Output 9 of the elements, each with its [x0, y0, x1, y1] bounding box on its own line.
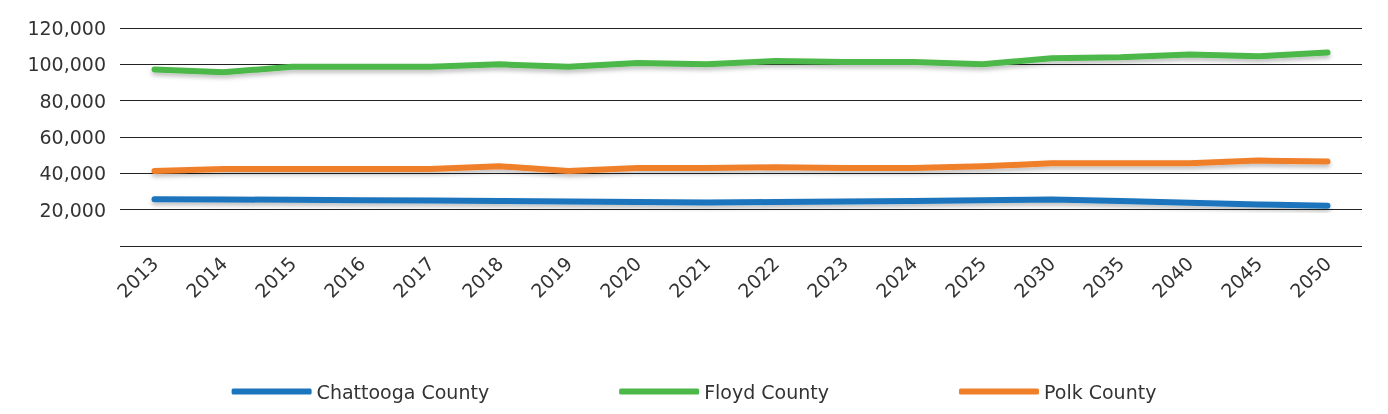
y-tick-label: 80,000	[39, 89, 106, 112]
y-tick-label: 40,000	[39, 162, 106, 185]
legend-label: Floyd County	[704, 380, 829, 403]
legend-label: Polk County	[1043, 380, 1157, 403]
y-tick-label: 20,000	[39, 198, 106, 221]
legend-label: Chattooga County	[316, 380, 490, 403]
y-tick-label: 60,000	[39, 126, 106, 148]
y-tick-label: 120,000	[27, 17, 106, 39]
y-tick-label: 100,000	[27, 53, 106, 76]
